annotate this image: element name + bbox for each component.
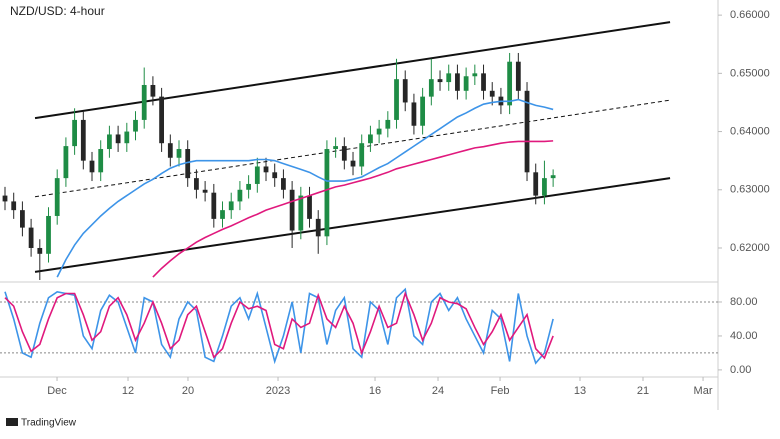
candle-body — [542, 178, 547, 196]
candle-body — [176, 149, 182, 158]
y-tick-label: 0.64000 — [730, 125, 770, 137]
y-tick-label: 0.00 — [730, 364, 751, 376]
candle-body — [472, 73, 478, 77]
candle-body — [133, 119, 138, 132]
y-tick-label: 0.62000 — [730, 242, 770, 254]
candle-body — [411, 102, 417, 126]
candle-body — [46, 215, 51, 254]
brand-text: TradingView — [21, 418, 77, 429]
candle-body — [385, 119, 391, 129]
x-tick-label: 13 — [574, 385, 586, 397]
candle-body — [481, 73, 486, 91]
candle-body — [315, 218, 321, 237]
candle-body — [228, 201, 234, 211]
candle-body — [289, 189, 295, 231]
candle-body — [350, 160, 356, 167]
x-tick-label: 21 — [637, 385, 649, 397]
candle-body — [376, 128, 382, 135]
indicator-line — [4, 287, 554, 365]
y-tick-label: 0.65000 — [730, 67, 770, 79]
candle-body — [428, 79, 434, 97]
candle-body — [254, 166, 260, 184]
x-tick-label: 24 — [432, 385, 444, 397]
candle-body — [194, 178, 199, 190]
candle-body — [333, 146, 339, 150]
indicator-line — [56, 98, 554, 278]
candle-body — [446, 73, 452, 83]
candle-body — [463, 76, 469, 91]
channel-line — [34, 99, 671, 198]
x-tick-label: Feb — [491, 385, 510, 397]
x-tick-label: Dec — [47, 385, 67, 397]
candle-body — [28, 227, 34, 248]
candle-body — [437, 79, 443, 83]
candle-body — [124, 131, 130, 144]
candle-body — [550, 175, 556, 179]
candle-body — [80, 119, 86, 161]
candle-body — [263, 166, 269, 173]
candle-body — [167, 143, 173, 158]
candle-body — [246, 183, 252, 190]
candle-body — [324, 149, 330, 237]
candle-body — [307, 195, 312, 219]
candle-body — [515, 61, 521, 91]
candle-body — [298, 195, 304, 231]
candle-body — [420, 96, 426, 126]
y-tick-label: 0.63000 — [730, 184, 770, 196]
candle-body — [11, 201, 17, 211]
candle-body — [368, 134, 373, 144]
brand-logo: TradingView — [6, 418, 77, 429]
y-tick-label: 40.00 — [730, 330, 758, 342]
candle-body — [37, 247, 43, 254]
candle-body — [115, 134, 121, 144]
candle-body — [2, 195, 8, 202]
candle-body — [159, 96, 165, 144]
channel-line — [34, 21, 671, 120]
candle-body — [394, 79, 399, 120]
candle-body — [185, 149, 191, 179]
y-tick-label: 80.00 — [730, 296, 758, 308]
indicator-line — [4, 291, 554, 360]
candle-body — [341, 146, 347, 161]
candle-body — [63, 146, 69, 179]
candle-body — [281, 178, 286, 190]
candle-body — [54, 178, 60, 216]
candle-body — [141, 84, 147, 120]
candle-body — [533, 172, 539, 196]
candle-body — [220, 210, 225, 219]
candle-body — [455, 73, 460, 91]
candle-body — [107, 134, 112, 150]
y-tick-label: 0.66000 — [730, 9, 770, 21]
candle-body — [402, 79, 408, 103]
x-tick-label: Mar — [694, 385, 713, 397]
candle-body — [150, 84, 156, 97]
candle-body — [272, 172, 278, 179]
x-tick-label: 12 — [122, 385, 134, 397]
chart-title: NZD/USD: 4-hour — [10, 4, 105, 18]
candle-body — [524, 90, 530, 173]
candle-body — [89, 160, 95, 173]
candle-body — [211, 192, 217, 219]
x-tick-label: 16 — [369, 385, 381, 397]
candle-body — [507, 61, 513, 106]
channel-line — [34, 177, 671, 273]
candle-body — [202, 189, 208, 193]
candle-body — [72, 119, 77, 147]
indicator-line — [152, 140, 554, 278]
candle-body — [237, 189, 243, 202]
candle-body — [359, 143, 365, 167]
candle-body — [20, 210, 25, 228]
candle-body — [98, 149, 104, 173]
x-tick-label: 2023 — [266, 385, 290, 397]
x-tick-label: 20 — [182, 385, 194, 397]
candle-body — [489, 90, 495, 97]
logo-icon — [6, 418, 18, 426]
